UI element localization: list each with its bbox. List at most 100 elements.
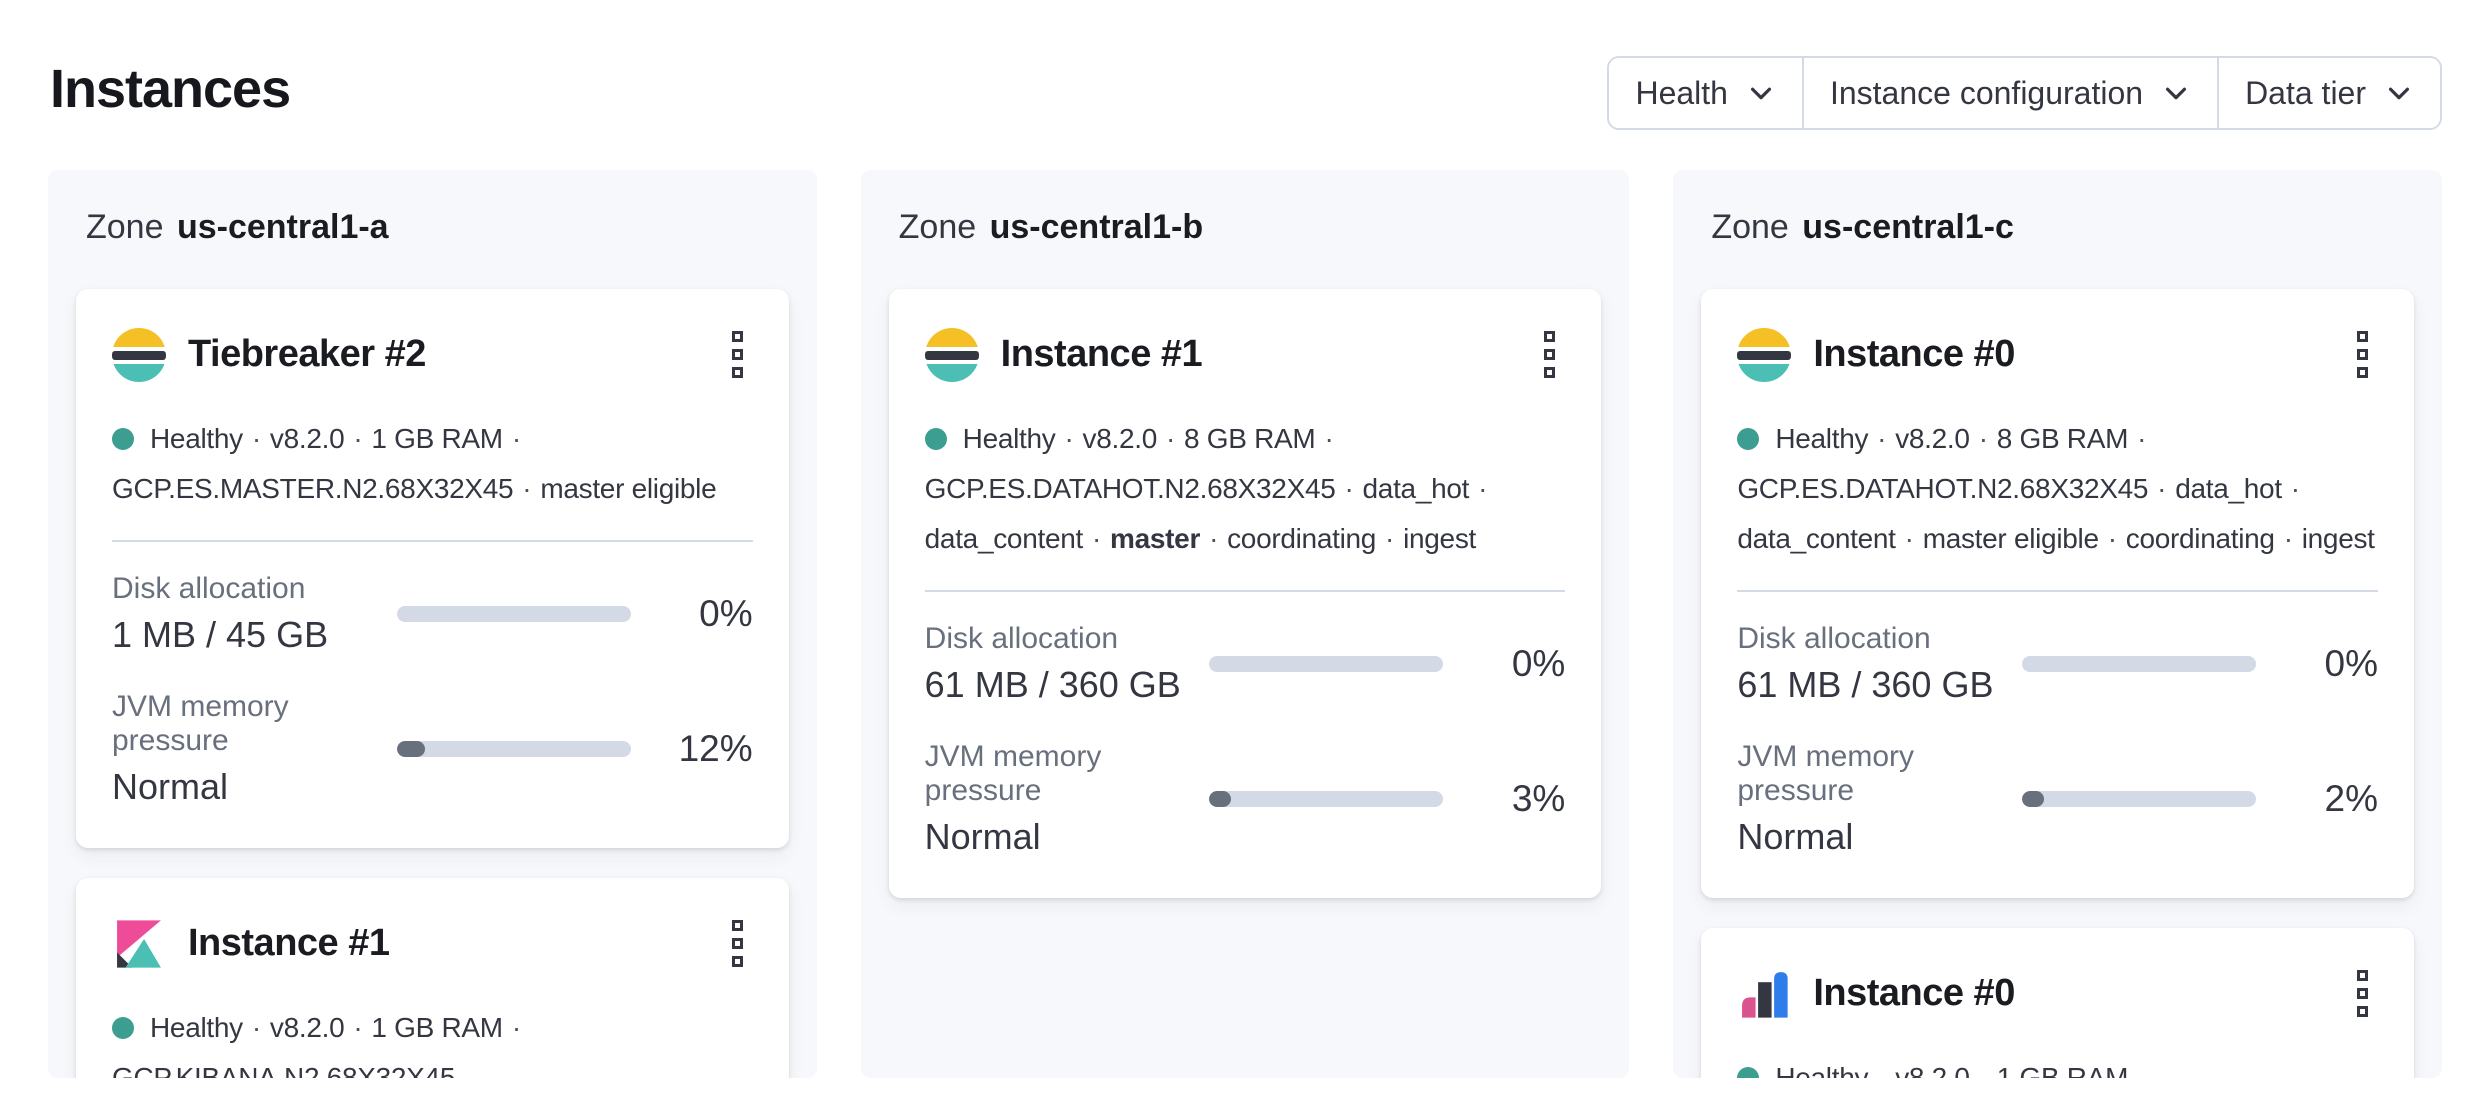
instance-card-tiebreaker-2: Tiebreaker #2 Healthy · v8.2.0 · 1 GB RAM · GC… xyxy=(76,289,789,848)
status-segment: Healthy xyxy=(1775,423,1869,454)
separator-dot: · xyxy=(2137,1062,2147,1078)
jvm-memory-pressure-progress-bar xyxy=(2022,791,2256,807)
chevron-down-icon xyxy=(1750,87,1771,100)
instance-title: Instance #0 xyxy=(1813,972,2015,1014)
status-segment: master xyxy=(1110,523,1201,554)
instance-actions-menu-button[interactable] xyxy=(722,323,753,386)
metric-value: Normal xyxy=(1737,816,1854,857)
metric-label: Disk allocation xyxy=(112,572,306,605)
status-segment: v8.2.0 xyxy=(269,1012,345,1043)
metric-label: Disk allocation xyxy=(924,622,1119,655)
status-segment: data_hot xyxy=(1362,473,1470,504)
separator-dot: · xyxy=(522,473,532,504)
chevron-down-icon xyxy=(2388,87,2410,100)
zone-prefix: Zone xyxy=(898,208,977,246)
instance-actions-menu-button[interactable] xyxy=(2347,962,2378,1025)
status-segment: GCP.ES.MASTER.N2.68X32X45 xyxy=(112,473,514,504)
instance-title: Instance #0 xyxy=(1813,333,2015,375)
metric-percent: 0% xyxy=(2324,643,2378,684)
filter-health-label: Health xyxy=(1635,74,1728,111)
instance-card-integrations-server-0: Instance #0 Healthy·v8.2.0·1 GB RAM·GCP.… xyxy=(1701,928,2414,1078)
status-segment: 8 GB RAM xyxy=(1184,423,1316,454)
zone-label: Zone us-central1-c xyxy=(1711,208,2414,247)
separator-dot: · xyxy=(1209,523,1219,554)
filter-instance-configuration-dropdown[interactable]: Instance configuration xyxy=(1801,58,2218,128)
zone-panel-us-central1-c: Zone us-central1-c Instance #0 Healthy · v… xyxy=(1673,170,2442,1078)
jvm-memory-pressure-metric: JVM memory pressure Normal 3% xyxy=(925,740,1566,858)
status-segment: coordinating xyxy=(2125,523,2275,554)
status-segment: Healthy xyxy=(150,1012,243,1043)
separator-dot: · xyxy=(1877,423,1887,454)
instance-title: Instance #1 xyxy=(1000,333,1203,375)
instance-card-es-0: Instance #0 Healthy · v8.2.0 · 8 GB RAM · GCP.… xyxy=(1701,289,2414,898)
instance-status: Healthy·v8.2.0·1 GB RAM·GCP.INTEGRATIONS… xyxy=(1737,1053,2378,1078)
divider xyxy=(112,540,753,542)
status-segment: 1 GB RAM xyxy=(371,1012,503,1043)
instance-actions-menu-button[interactable] xyxy=(2347,323,2378,386)
divider xyxy=(924,590,1566,592)
zone-panel-us-central1-a: Zone us-central1-a Tiebreaker #2 Healthy… xyxy=(48,170,817,1078)
healthy-status-dot xyxy=(1737,427,1760,450)
disk-allocation-progress-bar xyxy=(1209,656,1444,672)
status-segment: 8 GB RAM xyxy=(1996,423,2129,454)
filter-data-tier-label: Data tier xyxy=(2245,74,2366,111)
chevron-down-icon xyxy=(2166,87,2187,100)
separator-dot: · xyxy=(1904,523,1914,554)
filter-data-tier-dropdown[interactable]: Data tier xyxy=(2217,58,2440,128)
metric-value: Normal xyxy=(924,816,1041,857)
status-segment: v8.2.0 xyxy=(269,423,345,454)
metric-percent: 0% xyxy=(699,593,753,634)
jvm-memory-pressure-progress-bar xyxy=(1209,791,1444,807)
separator-dot: · xyxy=(1978,423,1988,454)
separator-dot: · xyxy=(353,423,363,454)
separator-dot: · xyxy=(251,423,261,454)
filter-instance-configuration-label: Instance configuration xyxy=(1829,74,2144,111)
instance-card-kibana-1: Instance #1 Healthy · v8.2.0 · 1 GB RAM · GCP.… xyxy=(76,878,789,1078)
status-segment: v8.2.0 xyxy=(1895,423,1970,454)
metric-label: JVM memory pressure xyxy=(1737,740,1915,807)
progress-fill xyxy=(2022,791,2044,807)
filter-health-dropdown[interactable]: Health xyxy=(1609,58,1802,128)
divider xyxy=(1737,590,2378,592)
metric-value: Normal xyxy=(112,766,229,807)
status-segment: v8.2.0 xyxy=(1895,1062,1970,1078)
filter-group: Health Instance configuration Data tier xyxy=(1607,56,2442,130)
instance-status: Healthy · v8.2.0 · 8 GB RAM · GCP.ES.DATAHOT.N… xyxy=(1737,414,2378,564)
separator-dot: · xyxy=(2283,523,2293,554)
separator-dot: · xyxy=(511,423,521,454)
status-segment: GCP.ES.DATAHOT.N2.68X32X45 xyxy=(1737,473,2149,504)
instance-actions-menu-button[interactable] xyxy=(722,912,753,975)
separator-dot: · xyxy=(1344,473,1354,504)
page-header: Instances Health Instance configuration … xyxy=(48,0,2442,170)
zone-prefix: Zone xyxy=(86,208,164,246)
status-segment: Healthy xyxy=(1775,1062,1869,1078)
healthy-status-dot xyxy=(1737,1066,1760,1078)
progress-fill xyxy=(396,741,425,757)
zone-label: Zone us-central1-a xyxy=(86,208,789,247)
healthy-status-dot xyxy=(112,427,134,450)
zone-name: us-central1-c xyxy=(1802,208,2014,246)
integrations-server-logo xyxy=(1737,967,1791,1021)
separator-dot: · xyxy=(511,1012,521,1043)
status-segment: v8.2.0 xyxy=(1082,423,1158,454)
separator-dot: · xyxy=(1978,1062,1988,1078)
elasticsearch-logo xyxy=(924,327,979,382)
metric-value: 61 MB / 360 GB xyxy=(1737,664,1994,705)
status-segment: 1 GB RAM xyxy=(371,423,503,454)
instance-card-es-1: Instance #1 Healthy · v8.2.0 · 8 GB RAM · GCP.… xyxy=(888,289,1602,898)
status-segment: coordinating xyxy=(1227,523,1377,554)
disk-allocation-metric: Disk allocation 61 MB / 360 GB 0% xyxy=(1737,622,2378,706)
instance-title: Tiebreaker #2 xyxy=(188,333,426,375)
instance-actions-menu-button[interactable] xyxy=(1534,323,1565,386)
status-segment: GCP.KIBANA.N2.68X32X45 xyxy=(112,1062,456,1078)
metric-label: JVM memory pressure xyxy=(112,690,289,757)
status-segment: ingest xyxy=(1403,523,1476,554)
healthy-status-dot xyxy=(112,1016,134,1039)
metric-percent: 0% xyxy=(1511,643,1566,684)
separator-dot: · xyxy=(1091,523,1102,554)
separator-dot: · xyxy=(1064,423,1074,454)
instance-status: Healthy · v8.2.0 · 1 GB RAM · GCP.ES.MASTER.N2… xyxy=(112,414,753,514)
jvm-memory-pressure-progress-bar xyxy=(396,741,631,757)
instance-status: Healthy · v8.2.0 · 8 GB RAM · GCP.ES.DATAHOT.N… xyxy=(924,414,1566,564)
